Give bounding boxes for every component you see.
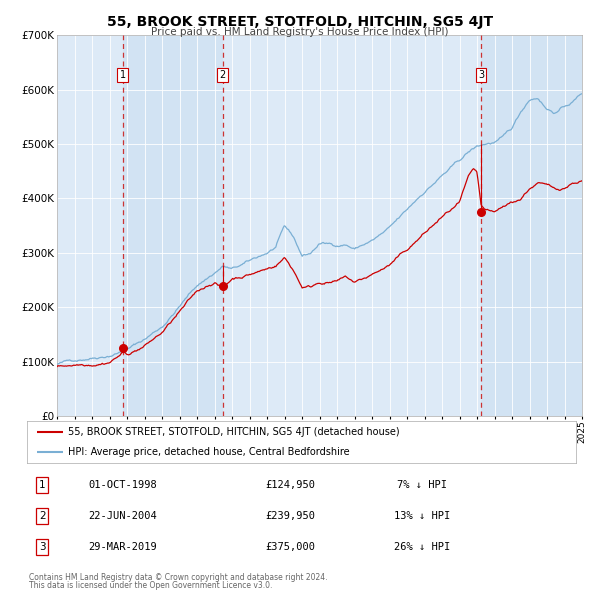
Text: 3: 3: [478, 70, 484, 80]
Text: 3: 3: [39, 542, 46, 552]
Text: 1: 1: [39, 480, 46, 490]
Text: 26% ↓ HPI: 26% ↓ HPI: [394, 542, 451, 552]
Text: £375,000: £375,000: [266, 542, 316, 552]
Text: 2: 2: [220, 70, 226, 80]
Text: Contains HM Land Registry data © Crown copyright and database right 2024.: Contains HM Land Registry data © Crown c…: [29, 573, 328, 582]
Text: 01-OCT-1998: 01-OCT-1998: [89, 480, 157, 490]
Text: £124,950: £124,950: [266, 480, 316, 490]
Bar: [481, 35, 582, 416]
Text: 29-MAR-2019: 29-MAR-2019: [89, 542, 157, 552]
Text: Price paid vs. HM Land Registry's House Price Index (HPI): Price paid vs. HM Land Registry's House …: [151, 27, 449, 37]
Text: 55, BROOK STREET, STOTFOLD, HITCHIN, SG5 4JT: 55, BROOK STREET, STOTFOLD, HITCHIN, SG5…: [107, 15, 493, 29]
Text: 22-JUN-2004: 22-JUN-2004: [89, 511, 157, 521]
Text: This data is licensed under the Open Government Licence v3.0.: This data is licensed under the Open Gov…: [29, 581, 272, 590]
Text: £239,950: £239,950: [266, 511, 316, 521]
Text: 13% ↓ HPI: 13% ↓ HPI: [394, 511, 451, 521]
Text: 7% ↓ HPI: 7% ↓ HPI: [397, 480, 447, 490]
Text: 1: 1: [119, 70, 125, 80]
Text: HPI: Average price, detached house, Central Bedfordshire: HPI: Average price, detached house, Cent…: [68, 447, 350, 457]
Text: 2: 2: [39, 511, 46, 521]
Bar: [122, 35, 223, 416]
Text: 55, BROOK STREET, STOTFOLD, HITCHIN, SG5 4JT (detached house): 55, BROOK STREET, STOTFOLD, HITCHIN, SG5…: [68, 427, 400, 437]
